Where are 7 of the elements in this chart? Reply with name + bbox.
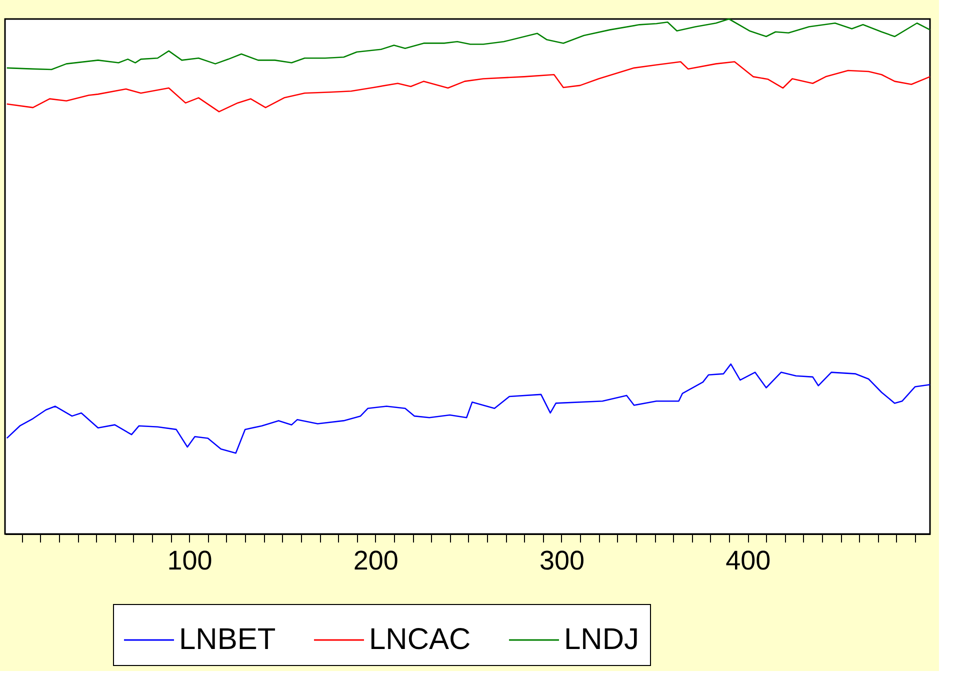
x-tick-label: 300 bbox=[539, 546, 585, 576]
x-tick-label: 100 bbox=[167, 546, 212, 576]
legend-label: LNDJ bbox=[564, 623, 640, 656]
x-tick-label: 400 bbox=[726, 546, 771, 576]
x-tick-label: 200 bbox=[353, 546, 398, 576]
legend-label: LNBET bbox=[179, 623, 276, 656]
legend-label: LNCAC bbox=[369, 623, 471, 656]
